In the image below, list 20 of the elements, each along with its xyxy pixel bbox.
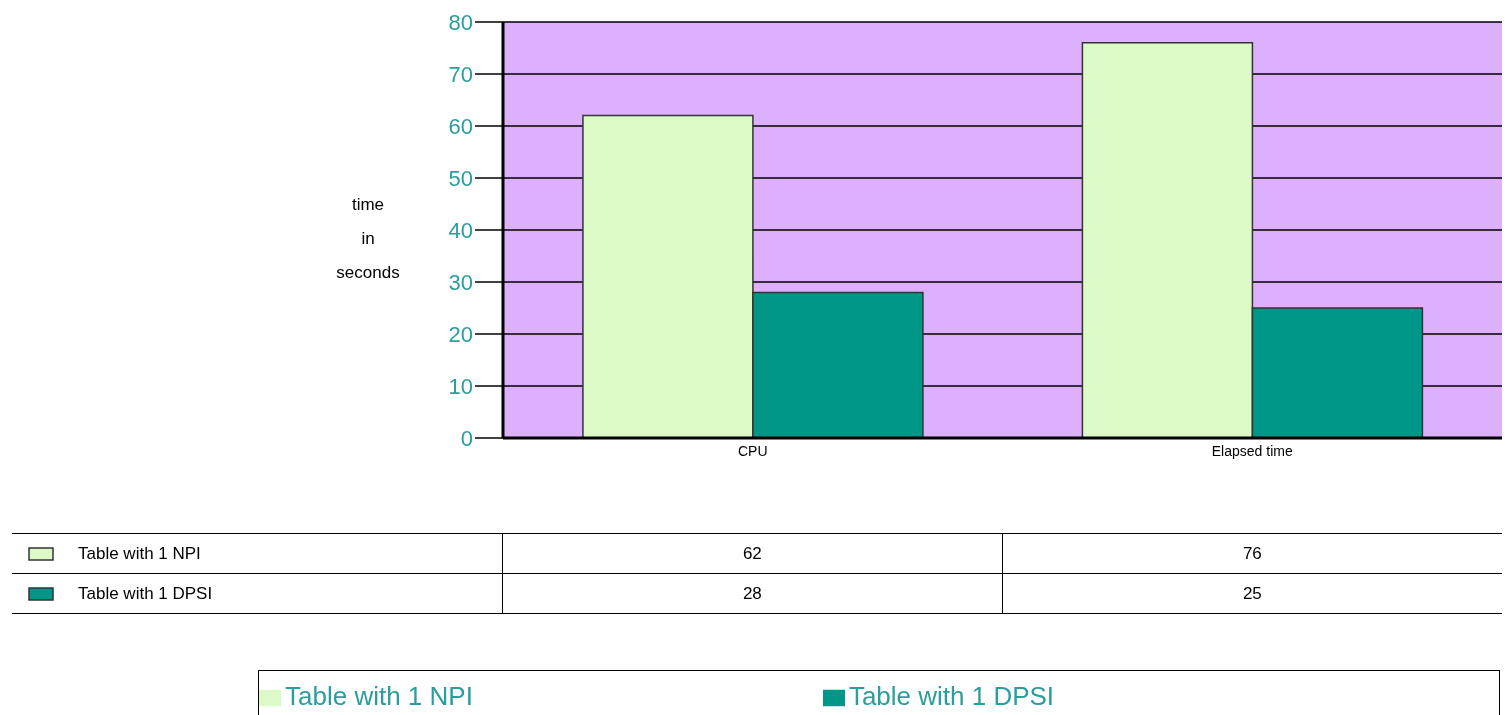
y-tick-label: 60 — [448, 113, 473, 139]
x-tick-label: Elapsed time — [1211, 442, 1293, 459]
data-label: 28 — [502, 573, 1003, 614]
y-tick-label: 30 — [448, 269, 473, 295]
y-tick-label: 80 — [448, 9, 473, 35]
y-tick-label: 0 — [460, 425, 473, 451]
legend-label: Table with 1 NPI — [285, 680, 473, 711]
y-tick-label: 50 — [448, 165, 473, 191]
y-tick-label: 20 — [448, 321, 473, 347]
x-tick-label: CPU — [737, 442, 768, 459]
y-axis-title: time in seconds — [336, 195, 400, 282]
y-tick-label: 70 — [448, 61, 473, 87]
data-label: 62 — [502, 533, 1003, 574]
text: Table with 1 DPSI — [78, 583, 213, 603]
y-tick-label: 10 — [448, 373, 473, 399]
data-label: 76 — [1002, 533, 1502, 574]
y-tick-label: 40 — [448, 217, 473, 243]
text: Table with 1 NPI — [78, 543, 201, 563]
legend-label: Table with 1 DPSI — [848, 680, 1055, 711]
data-label: 25 — [1002, 573, 1502, 614]
